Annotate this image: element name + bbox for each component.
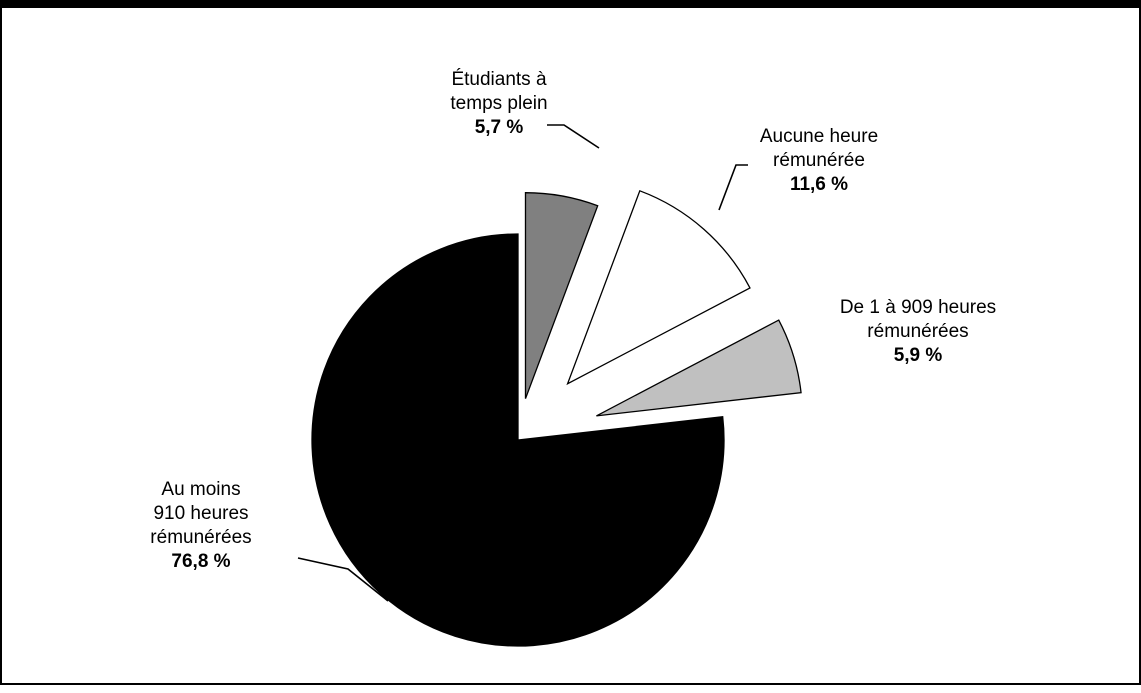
slice-value-label: 5,7 % bbox=[475, 117, 524, 138]
slice-label-fulltime: Étudiants à temps plein 5,7 % bbox=[450, 69, 547, 138]
slice-label-some: De 1 à 909 heures rémunérées 5,9 % bbox=[840, 297, 996, 366]
slice-label-line: Étudiants à bbox=[451, 69, 546, 90]
slice-label-line: 910 heures bbox=[153, 503, 248, 524]
leader-lines bbox=[297, 124, 748, 602]
slice-some bbox=[596, 319, 802, 417]
slice-label-none: Aucune heure rémunérée 11,6 % bbox=[760, 126, 878, 195]
slice-atleast bbox=[311, 233, 725, 647]
pie-chart: Étudiants à temps plein 5,7 % Aucune heure r… bbox=[150, 69, 996, 647]
slice-value-label: 76,8 % bbox=[171, 551, 230, 572]
leader-line-atleast bbox=[297, 557, 389, 602]
slice-label-line: temps plein bbox=[450, 93, 547, 114]
leader-line-none bbox=[718, 164, 748, 211]
leader-line-fulltime bbox=[547, 124, 600, 149]
slice-label-atleast: Au moins 910 heures rémunérées 76,8 % bbox=[150, 479, 251, 572]
slice-label-line: De 1 à 909 heures bbox=[840, 297, 996, 318]
slice-fulltime bbox=[524, 192, 599, 399]
slice-label-line: rémunérées bbox=[867, 321, 968, 342]
slice-label-line: rémunérée bbox=[773, 150, 865, 171]
slice-value-label: 11,6 % bbox=[790, 174, 848, 195]
pie-slices bbox=[311, 189, 802, 647]
slice-label-line: rémunérées bbox=[150, 527, 251, 548]
slice-label-line: Au moins bbox=[161, 479, 240, 500]
slice-none bbox=[566, 189, 751, 386]
slice-label-line: Aucune heure bbox=[760, 126, 878, 147]
slice-value-label: 5,9 % bbox=[894, 345, 943, 366]
slice-labels: Étudiants à temps plein 5,7 % Aucune heure r… bbox=[150, 69, 996, 572]
